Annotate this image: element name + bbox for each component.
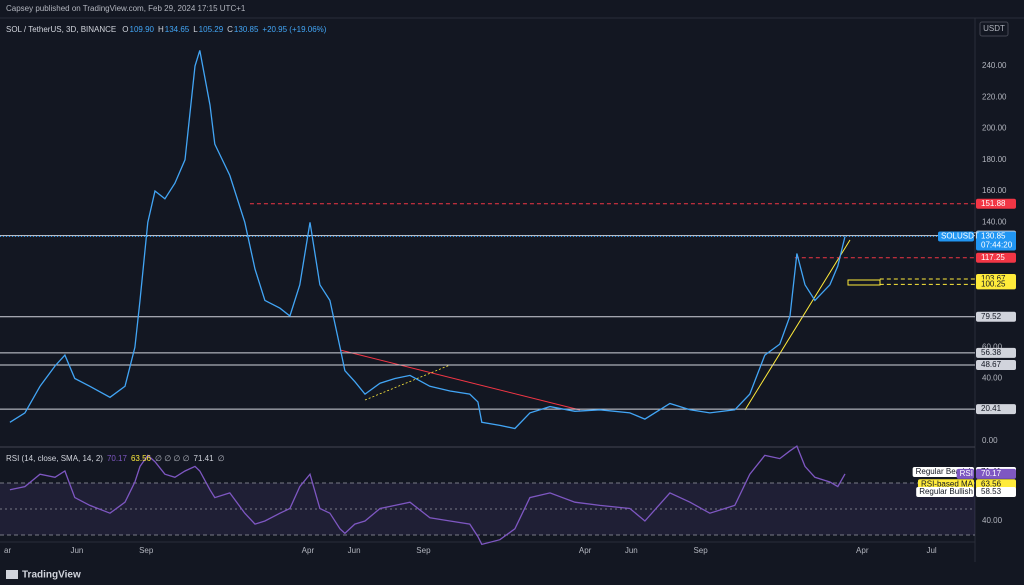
level-label: 20.41 [981,404,1002,413]
y-tick-label: 140.00 [982,217,1007,226]
level-name-bg [956,468,974,479]
level-label: 151.88 [981,199,1006,208]
level-label: 63.56 [981,479,1002,488]
zone-box [847,279,881,286]
y-tick-label: 60.00 [982,342,1003,351]
trendline [339,349,581,411]
x-tick-label: Jun [70,546,83,555]
x-tick-label: Apr [579,546,592,555]
level-label-bg [976,479,1016,490]
countdown: 07:44:20 [981,241,1013,250]
level-name: RSI-based MA [921,479,974,488]
x-tick-label: ar [4,546,11,555]
level-label: 58.53 [981,487,1002,496]
currency-box [979,21,1009,37]
x-tick-label: Jun [625,546,638,555]
ohlc-label: L [193,25,198,34]
price-line [9,50,846,430]
level-label-bg [976,279,1016,290]
level-label: 56.38 [981,348,1002,357]
level-name-bg [917,479,974,490]
level-name: Regular Bearish [916,467,973,476]
x-tick-label: Apr [856,546,869,555]
level-name-bg [916,487,974,498]
symbol: SOLUSDT [941,232,979,241]
level-label-bg [976,359,1016,370]
chart-title: SOL / TetherUS, 3D, BINANCE [6,25,116,34]
level-label-bg [976,347,1016,358]
y-tick-label: 160.00 [982,186,1007,195]
x-tick-label: Sep [139,546,154,555]
x-tick-label: Sep [693,546,708,555]
y-tick-label: 240.00 [982,61,1007,70]
level-label: 100.25 [981,279,1006,288]
level-label-bg [976,311,1016,322]
ohlc-value: 109.90 [130,25,155,34]
y-tick-label: 180.00 [982,155,1007,164]
x-tick-label: Jun [348,546,361,555]
ohlc-label: H [158,25,164,34]
ohlc-value: 105.29 [199,25,224,34]
level-label: 103.67 [981,274,1006,283]
rsi-title: RSI (14, close, SMA, 14, 2) [6,454,103,463]
level-label: 48.67 [981,360,1002,369]
ohlc-value: 134.65 [165,25,190,34]
level-label-bg [976,468,1016,479]
price-line [9,445,846,546]
rsi-band [0,483,975,535]
x-tick-label: Jul [926,546,936,555]
change: +20.95 (+19.06%) [262,25,326,34]
trendline [364,364,451,401]
y-tick-label: 200.00 [982,124,1007,133]
level-label-bg [976,198,1016,209]
symbol-bg [938,231,974,242]
rsi-header-value: ∅ ∅ ∅ ∅ [155,454,190,463]
level-label-bg [976,487,1016,498]
level-name: Regular Bullish [919,487,973,496]
rsi-header-value: 63.56 [131,454,152,463]
last-price: 130.85 [981,232,1006,241]
y-tick-label: 40.00 [982,516,1003,525]
logo [6,570,18,579]
ohlc-label: C [227,25,233,34]
x-tick-label: Sep [416,546,431,555]
publisher-line: Capsey published on TradingView.com, Feb… [6,4,246,13]
level-name: RSI [960,469,973,478]
ohlc-label: O [122,25,128,34]
level-label: 117.25 [981,253,1005,262]
rsi-header-value: 70.17 [107,454,128,463]
currency: USDT [983,24,1005,33]
y-tick-label: 220.00 [982,92,1007,101]
rsi-header-value: ∅ [218,454,225,463]
ohlc-value: 130.85 [234,25,259,34]
brand: TradingView [22,570,81,581]
level-label: 70.17 [981,469,1002,478]
level-label-bg [976,252,1016,263]
rsi-header-value: 71.41 [194,454,215,463]
x-tick-label: Apr [302,546,315,555]
level-label: 79.52 [981,312,1002,321]
level-label-bg [976,404,1016,415]
y-tick-label: 40.00 [982,374,1003,383]
footer: TradingView [6,570,81,581]
trendline [744,239,851,411]
last-price-bg [976,231,1016,251]
y-tick-label: 0.00 [982,436,998,445]
